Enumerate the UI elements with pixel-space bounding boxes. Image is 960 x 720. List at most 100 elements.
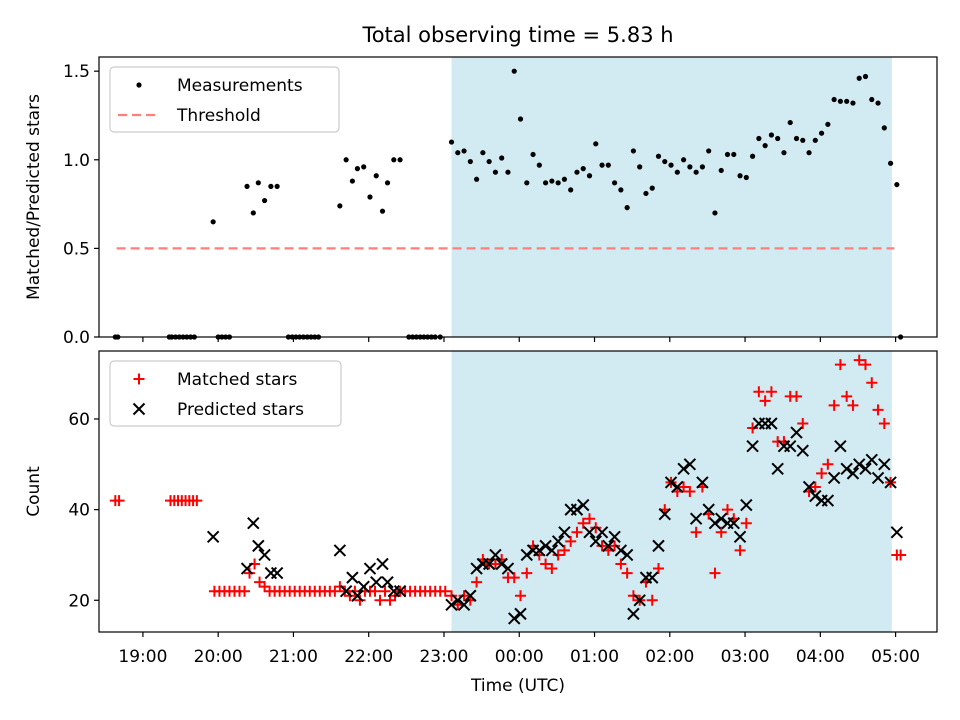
- matched-star-point: [866, 377, 878, 389]
- measurement-point: [756, 135, 762, 142]
- predicted-star-point: [608, 530, 621, 544]
- predicted-star-point: [270, 566, 284, 580]
- measurement-point: [687, 164, 693, 170]
- matched-star-point: [847, 399, 859, 411]
- measurement-point: [250, 210, 256, 216]
- legend-marker-predicted: [132, 402, 146, 416]
- measurement-point: [586, 173, 593, 179]
- matched-star-point: [822, 458, 834, 470]
- predicted-star-point: [495, 557, 508, 571]
- predicted-star-point: [746, 439, 759, 453]
- measurement-point: [379, 208, 386, 214]
- measurement-point: [391, 157, 397, 163]
- matched-star-point: [895, 549, 907, 561]
- y-tick-label: 0.5: [63, 239, 90, 259]
- predicted-star-point: [827, 471, 841, 485]
- predicted-star-point: [846, 467, 860, 480]
- matched-star-point: [747, 422, 759, 434]
- predicted-star-point: [370, 575, 383, 589]
- measurement-point: [492, 169, 499, 175]
- observing-window-shade: [451, 57, 892, 337]
- matched-star-point: [790, 390, 802, 402]
- measurement-point: [724, 151, 731, 158]
- matched-star-point: [646, 594, 658, 606]
- predicted-star-point: [696, 476, 709, 489]
- predicted-star-point: [258, 548, 271, 562]
- series-predicted-stars: [206, 417, 904, 625]
- matched-star-point: [878, 418, 890, 430]
- measurement-point: [674, 169, 680, 175]
- measurement-point: [542, 180, 549, 186]
- matched-star-point: [584, 513, 596, 525]
- matched-star-point: [615, 558, 627, 570]
- predicted-star-point: [346, 571, 359, 584]
- predicted-star-point: [677, 462, 690, 476]
- matched-star-point: [759, 395, 771, 407]
- measurement-point: [349, 178, 356, 184]
- measurement-point: [561, 176, 568, 182]
- measurement-point: [397, 157, 403, 163]
- measurement-point: [775, 135, 781, 142]
- predicted-star-point: [871, 471, 885, 485]
- legend-label: Matched stars: [177, 370, 297, 390]
- x-tick-label: 19:00: [118, 647, 167, 667]
- measurement-point: [210, 219, 216, 225]
- legend-label: Measurements: [177, 76, 303, 96]
- predicted-star-point: [545, 544, 559, 557]
- predicted-star-point: [602, 539, 615, 553]
- predicted-star-point: [393, 585, 407, 598]
- matched-star-point: [577, 517, 589, 529]
- y-tick-label: 0.0: [63, 328, 90, 348]
- matched-star-point: [354, 594, 366, 606]
- measurement-point: [693, 169, 699, 175]
- measurement-point: [831, 96, 837, 103]
- predicted-star-point: [859, 462, 872, 476]
- predicted-star-point: [577, 498, 590, 512]
- matched-star-point: [552, 549, 564, 561]
- measurement-point: [555, 180, 561, 186]
- predicted-star-point: [715, 512, 728, 525]
- predicted-star-point: [683, 458, 697, 471]
- predicted-star-point: [652, 539, 665, 553]
- matched-star-point: [797, 418, 809, 430]
- series-measurements: [112, 68, 904, 340]
- measurement-point: [869, 96, 875, 103]
- legend-box: [109, 360, 342, 427]
- x-tick-label: 05:00: [871, 647, 920, 667]
- matched-star-point: [609, 540, 621, 552]
- measurement-point: [511, 68, 517, 74]
- measurement-point: [448, 139, 455, 145]
- x-tick-label: 02:00: [645, 647, 694, 667]
- measurement-point: [361, 164, 367, 170]
- measurement-point: [517, 116, 524, 122]
- measurement-point: [812, 137, 818, 143]
- predicted-star-point: [614, 544, 628, 557]
- y-axis-label: Matched/Predicted stars: [24, 94, 44, 300]
- measurement-point: [844, 98, 850, 104]
- measurement-point: [480, 150, 486, 156]
- x-tick-label: 00:00: [495, 647, 544, 667]
- matched-star-point: [540, 558, 552, 570]
- matched-star-point: [853, 354, 865, 366]
- y-tick-label: 1.0: [63, 151, 90, 171]
- predicted-star-point: [765, 417, 778, 430]
- measurement-point: [467, 158, 473, 165]
- predicted-star-point: [558, 526, 571, 539]
- matched-star-point: [740, 517, 752, 529]
- matched-star-point: [471, 576, 483, 588]
- predicted-star-point: [733, 530, 747, 544]
- measurement-point: [887, 160, 894, 166]
- measurement-point: [244, 183, 250, 189]
- predicted-star-point: [583, 526, 596, 539]
- measurement-point: [599, 162, 605, 168]
- measurement-point: [668, 162, 674, 168]
- matched-star-point: [690, 526, 702, 538]
- matched-star-point: [379, 585, 391, 597]
- predicted-star-point: [771, 462, 784, 476]
- x-tick-label: 20:00: [194, 647, 243, 667]
- matched-star-point: [678, 481, 690, 493]
- predicted-star-point: [333, 544, 347, 557]
- measurement-point: [894, 181, 900, 188]
- measurement-point: [712, 210, 718, 216]
- predicted-star-point: [790, 426, 803, 439]
